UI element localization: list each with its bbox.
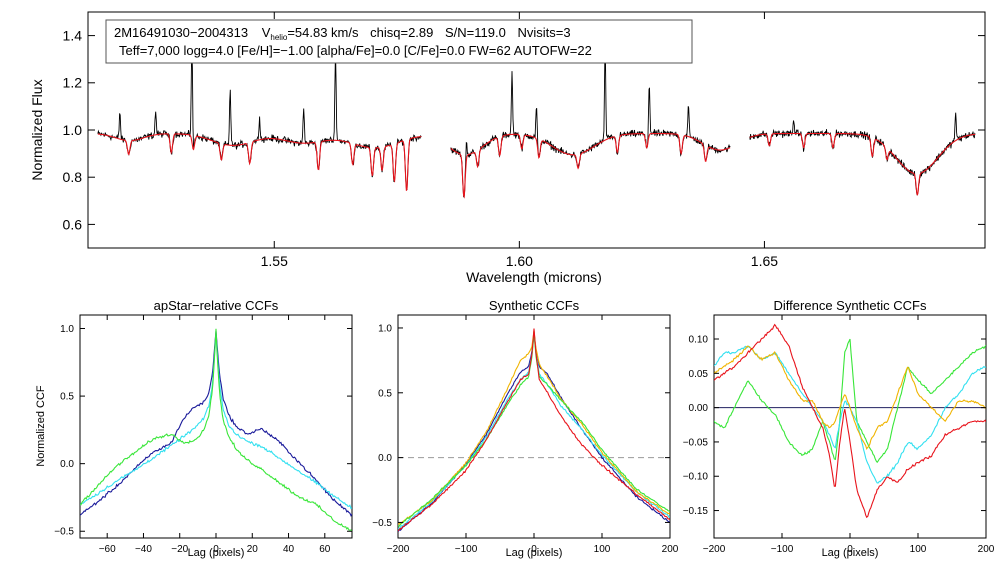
annotation-vhelio-value: =54.83 km/s xyxy=(287,25,359,40)
difference-ccf-series-cyan xyxy=(714,345,986,484)
synthetic-ccf-series-navy xyxy=(398,331,670,533)
apstar-ccf-xtick-label: 0 xyxy=(213,544,219,555)
difference-ccf-xtick-label: −100 xyxy=(771,544,794,555)
spectrum-observed-line-chip-2 xyxy=(450,51,731,198)
spectrum-ytick-label: 0.8 xyxy=(63,169,83,185)
difference-ccf-xtick-label: 100 xyxy=(910,544,927,555)
spectrum-xtick-label: 1.60 xyxy=(506,253,533,269)
difference-ccf-ytick-label: 0.00 xyxy=(689,403,709,414)
apstar-ccf-panel: −60 −40 −20 0 20 40 60 −0.5 0.0 0.5 1.0 apStar−rel… xyxy=(35,298,353,559)
difference-ccf-panel: −200 −100 0 100 200 −0.15 −0.10 −0.05 0.00 0.05 0.… xyxy=(683,298,995,559)
synthetic-ccf-series-red xyxy=(398,328,670,532)
synthetic-ccf-axes: −200 −100 0 100 200 −0.5 0.0 0.5 1.0 xyxy=(372,315,679,555)
synthetic-ccf-data-layer xyxy=(398,328,670,533)
difference-ccf-ytick-label: 0.10 xyxy=(689,335,709,346)
annotation-star-id: 2M16491030−2004313 xyxy=(114,25,248,40)
difference-ccf-ytick-label: −0.15 xyxy=(683,506,709,517)
apstar-ccf-data-layer xyxy=(80,328,352,532)
apstar-ccf-title: apStar−relative CCFs xyxy=(154,298,279,313)
difference-ccf-xtick-label: 0 xyxy=(847,544,853,555)
difference-ccf-frame xyxy=(713,314,987,539)
difference-ccf-title: Difference Synthetic CCFs xyxy=(774,298,927,313)
annotation-vhelio-symbol: V xyxy=(262,25,271,40)
annotation-line-1: 2M16491030−2004313 Vhelio=54.83 km/s chi… xyxy=(114,25,571,42)
synthetic-ccf-frame xyxy=(397,314,671,539)
difference-ccf-xlabel: Lag (pixels) xyxy=(822,547,879,559)
annotation-vhelio-subscript: helio xyxy=(270,33,287,42)
synthetic-ccf-xtick-label: −200 xyxy=(387,544,410,555)
spectrum-data-layer xyxy=(97,46,976,199)
apstar-ccf-series-green xyxy=(80,328,352,532)
apstar-ccf-xlabel: Lag (pixels) xyxy=(188,547,245,559)
difference-ccf-xtick-label: −200 xyxy=(703,544,726,555)
apstar-ccf-xtick-label: 40 xyxy=(283,544,295,555)
annotation-sn: S/N=119.0 xyxy=(445,25,506,40)
apstar-ccf-xtick-label: −40 xyxy=(135,544,152,555)
spectrum-model-line-chip-1 xyxy=(97,133,422,191)
apstar-ccf-xtick-label: −20 xyxy=(171,544,188,555)
apstar-ccf-ylabel: Normalized CCF xyxy=(35,385,47,467)
synthetic-ccf-xlabel: Lag (pixels) xyxy=(506,547,563,559)
apstar-ccf-xtick-label: −60 xyxy=(99,544,116,555)
apstar-ccf-xtick-label: 60 xyxy=(319,544,331,555)
synthetic-ccf-ytick-label: −0.5 xyxy=(372,518,392,529)
spectrum-ytick-label: 1.2 xyxy=(63,75,83,91)
difference-ccf-ytick-label: 0.05 xyxy=(689,369,709,380)
synthetic-ccf-title: Synthetic CCFs xyxy=(489,298,580,313)
apstar-ccf-xtick-label: 20 xyxy=(247,544,259,555)
annotation-box xyxy=(105,19,693,64)
spectrum-ytick-label: 1.4 xyxy=(63,28,83,44)
synthetic-ccf-panel: −200 −100 0 100 200 −0.5 0.0 0.5 1.0 Synthetic C… xyxy=(372,298,679,559)
difference-ccf-data-layer xyxy=(714,323,986,519)
apstar-ccf-ytick-label: −0.5 xyxy=(54,527,74,538)
spectrum-xlabel: Wavelength (microns) xyxy=(466,269,602,285)
synthetic-ccf-ytick-label: 0.5 xyxy=(378,388,392,399)
difference-ccf-series-red xyxy=(714,323,986,519)
synthetic-ccf-xtick-label: 0 xyxy=(531,544,537,555)
synthetic-ccf-ytick-label: 1.0 xyxy=(378,323,392,334)
apstar-ccf-axes: −60 −40 −20 0 20 40 60 −0.5 0.0 0.5 1.0 xyxy=(54,315,352,555)
spectrum-model-line-chip-3 xyxy=(749,132,976,196)
difference-ccf-axes: −200 −100 0 100 200 −0.15 −0.10 −0.05 0.00 0.05 0.… xyxy=(683,315,995,555)
apstar-ccf-frame xyxy=(79,314,353,539)
synthetic-ccf-series-cyan xyxy=(398,330,670,530)
apstar-ccf-ytick-label: 1.0 xyxy=(60,324,74,335)
spectrum-ytick-label: 1.0 xyxy=(63,122,83,138)
synthetic-ccf-ytick-label: 0.0 xyxy=(378,453,392,464)
apstar-ccf-series-cyan xyxy=(80,333,352,510)
synthetic-ccf-xtick-label: 200 xyxy=(662,544,679,555)
difference-ccf-xtick-label: 200 xyxy=(978,544,995,555)
apstar-ccf-series-navy xyxy=(80,330,352,517)
annotation-nvisits: Nvisits=3 xyxy=(517,25,570,40)
spectrum-panel: 1.55 1.60 1.65 0.6 0.8 1.0 1.2 1.4 Wavelength (… xyxy=(29,11,986,285)
difference-ccf-series-green xyxy=(714,338,986,464)
spectrum-xtick-label: 1.55 xyxy=(261,253,288,269)
spectrum-ylabel: Normalized Flux xyxy=(29,79,45,180)
spectrum-xtick-label: 1.65 xyxy=(751,253,778,269)
spectrum-axes: 1.55 1.60 1.65 0.6 0.8 1.0 1.2 1.4 xyxy=(63,12,985,269)
apstar-ccf-ytick-label: 0.0 xyxy=(60,459,74,470)
spectrum-ytick-label: 0.6 xyxy=(63,216,83,232)
synthetic-ccf-xtick-label: 100 xyxy=(594,544,611,555)
apstar-ccf-ytick-label: 0.5 xyxy=(60,392,74,403)
difference-ccf-ytick-label: −0.05 xyxy=(683,437,709,448)
spectrum-model-line-chip-2 xyxy=(450,133,731,199)
difference-ccf-series-orange xyxy=(714,345,986,451)
annotation-line-2: Teff=7,000 logg=4.0 [Fe/H]=−1.00 [alpha/… xyxy=(119,43,592,58)
difference-ccf-ytick-label: −0.10 xyxy=(683,472,709,483)
synthetic-ccf-xtick-label: −100 xyxy=(455,544,478,555)
spectrum-observed-line-chip-1 xyxy=(97,46,422,191)
annotation-chisq: chisq=2.89 xyxy=(370,25,433,40)
